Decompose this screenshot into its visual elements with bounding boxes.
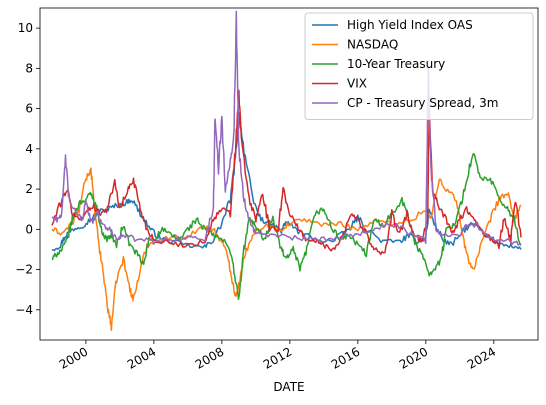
legend: High Yield Index OAS NASDAQ 10-Year Treasu… xyxy=(304,12,534,120)
legend-label: VIX xyxy=(347,77,367,91)
legend-label: 10-Year Treasury xyxy=(347,57,445,71)
y-tick-label: 10 xyxy=(18,21,33,35)
legend-label: NASDAQ xyxy=(347,38,398,52)
y-tick-label: 6 xyxy=(25,102,33,116)
legend-box xyxy=(304,12,534,120)
y-tick-label: 0 xyxy=(25,222,33,236)
y-tick-label: 4 xyxy=(25,142,33,156)
plot-frame xyxy=(39,7,539,341)
series-layer xyxy=(51,10,522,332)
y-tick-label: 2 xyxy=(25,182,33,196)
y-axis: −4 −2 0 2 4 6 8 10 xyxy=(15,21,40,317)
legend-label: High Yield Index OAS xyxy=(347,18,473,32)
y-tick-label: −4 xyxy=(15,303,33,317)
x-axis-label: DATE xyxy=(273,380,304,394)
y-tick-label: 8 xyxy=(25,61,33,75)
y-tick-label: −2 xyxy=(15,263,33,277)
series-line-0 xyxy=(51,111,522,252)
series-line-3 xyxy=(51,89,522,256)
series-line-2 xyxy=(51,152,522,301)
series-line-4 xyxy=(51,10,522,246)
legend-label: CP - Treasury Spread, 3m xyxy=(347,96,498,110)
